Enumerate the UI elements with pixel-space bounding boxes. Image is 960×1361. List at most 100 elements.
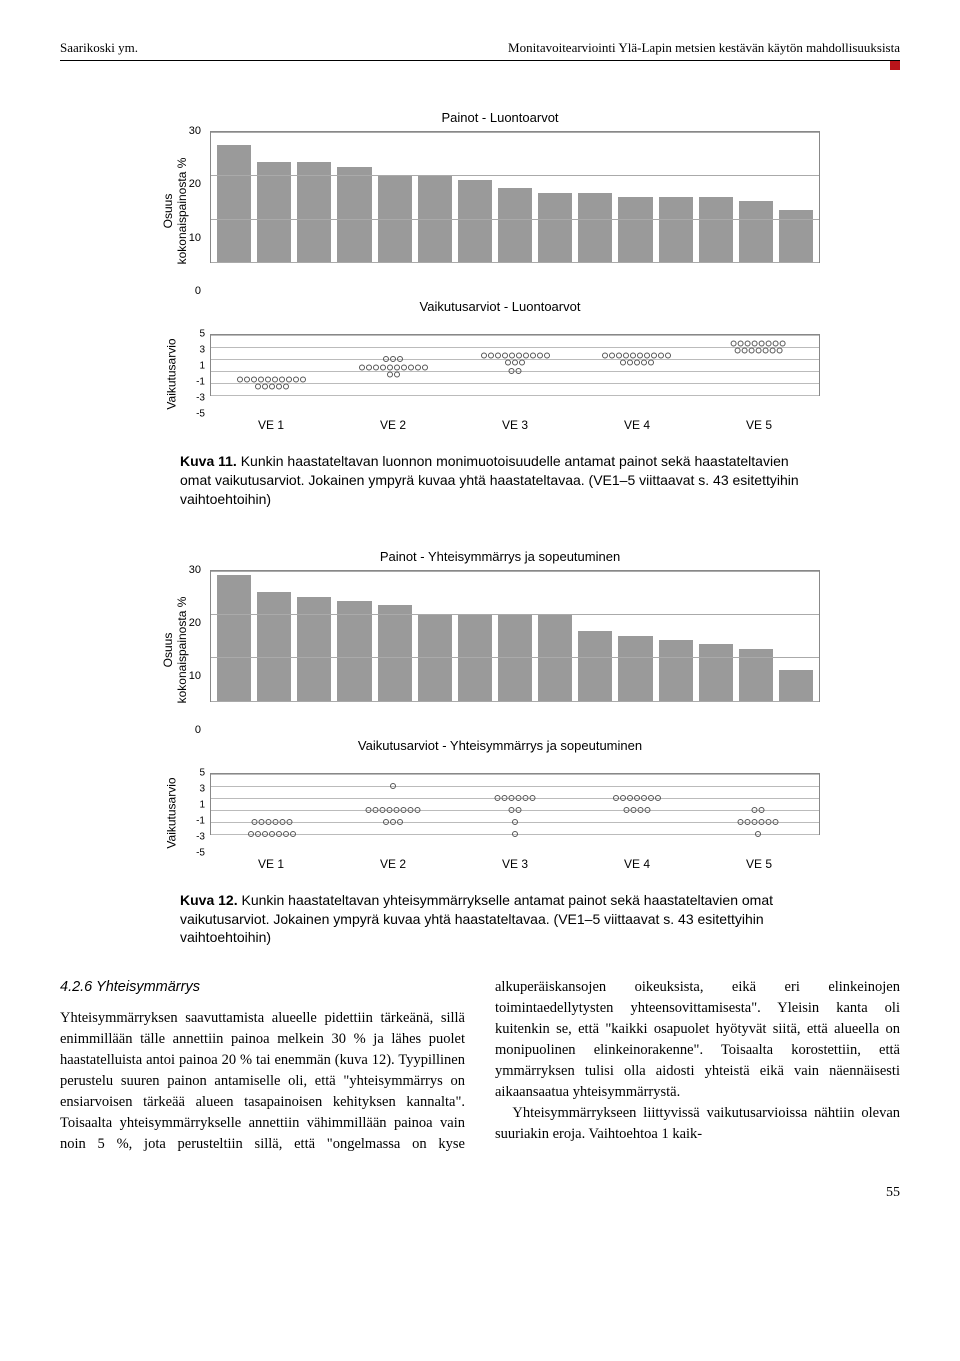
dot xyxy=(300,377,306,383)
caption-11-text: Kunkin haastateltavan luonnon monimuotoi… xyxy=(180,453,799,507)
dot xyxy=(759,341,765,347)
bar xyxy=(297,597,331,701)
dot xyxy=(613,795,619,801)
dot xyxy=(502,795,508,801)
bar xyxy=(217,145,251,262)
dot-cluster xyxy=(512,831,518,837)
dot xyxy=(759,807,765,813)
dot xyxy=(408,365,414,371)
dot xyxy=(609,353,615,359)
dot xyxy=(272,819,278,825)
dot xyxy=(537,353,543,359)
dot xyxy=(265,819,271,825)
dot xyxy=(630,353,636,359)
dots1-title: Vaikutusarviot - Luontoarvot xyxy=(180,299,820,314)
dot xyxy=(258,377,264,383)
dot-cluster xyxy=(358,365,428,378)
dot xyxy=(244,377,250,383)
dot xyxy=(773,341,779,347)
dot xyxy=(623,353,629,359)
y-tick: -3 xyxy=(196,393,205,404)
bar xyxy=(378,605,412,700)
dot xyxy=(495,353,501,359)
dot-cluster xyxy=(509,368,522,374)
dot xyxy=(648,360,654,366)
bar xyxy=(257,592,291,700)
dot xyxy=(283,384,289,390)
y-tick: 10 xyxy=(189,232,201,244)
dot xyxy=(755,348,761,354)
dot-cluster xyxy=(251,819,292,825)
dot xyxy=(394,365,400,371)
dot xyxy=(731,341,737,347)
dots1-ylabel: Vaikutusarvio xyxy=(164,338,178,409)
dot xyxy=(415,807,421,813)
x-label: VE 3 xyxy=(502,857,528,871)
dot xyxy=(512,819,518,825)
dot-cluster xyxy=(602,353,672,366)
chart2-title: Painot - Yhteisymmärrys ja sopeutuminen xyxy=(180,549,820,564)
dot-cluster xyxy=(237,377,307,390)
dot xyxy=(516,807,522,813)
caption-11: Kuva 11. Kunkin haastateltavan luonnon m… xyxy=(180,452,820,509)
y-tick: 1 xyxy=(199,361,205,372)
dot xyxy=(383,356,389,362)
bar xyxy=(297,162,331,262)
dot xyxy=(745,341,751,347)
bar xyxy=(578,631,612,700)
dot xyxy=(265,377,271,383)
dot xyxy=(509,795,515,801)
bar xyxy=(739,201,773,262)
dot xyxy=(373,807,379,813)
dot xyxy=(766,341,772,347)
figure-12: Painot - Yhteisymmärrys ja sopeutuminen … xyxy=(180,549,820,871)
y-tick: -3 xyxy=(196,831,205,842)
y-tick: 5 xyxy=(199,329,205,340)
dot xyxy=(780,341,786,347)
header-red-bar xyxy=(890,61,900,70)
x-label: VE 1 xyxy=(258,857,284,871)
dot xyxy=(637,353,643,359)
x-label: VE 4 xyxy=(624,857,650,871)
dot xyxy=(530,353,536,359)
dot xyxy=(616,353,622,359)
y-tick: 20 xyxy=(189,178,201,190)
caption-12-text: Kunkin haastateltavan yhteisymmärryksell… xyxy=(180,892,773,946)
x-label: VE 2 xyxy=(380,857,406,871)
dot xyxy=(641,360,647,366)
dot xyxy=(401,365,407,371)
dot xyxy=(481,353,487,359)
dot xyxy=(544,353,550,359)
dots1-plot xyxy=(210,334,820,396)
dot xyxy=(634,795,640,801)
chart1-bars xyxy=(210,131,820,263)
dot xyxy=(745,819,751,825)
bar xyxy=(337,601,371,701)
x-label: VE 1 xyxy=(258,418,284,432)
dot xyxy=(397,819,403,825)
dot xyxy=(373,365,379,371)
y-tick: 0 xyxy=(195,285,201,297)
dot xyxy=(495,795,501,801)
bar xyxy=(337,167,371,262)
dot xyxy=(516,353,522,359)
dot xyxy=(401,807,407,813)
dot xyxy=(651,353,657,359)
dots2-ylabel: Vaikutusarvio xyxy=(164,777,178,848)
dot xyxy=(394,807,400,813)
bar xyxy=(578,193,612,262)
dot xyxy=(738,819,744,825)
dot xyxy=(759,819,765,825)
bar xyxy=(538,193,572,262)
x-label: VE 3 xyxy=(502,418,528,432)
bar xyxy=(217,575,251,701)
dot xyxy=(272,377,278,383)
dot xyxy=(390,819,396,825)
dot xyxy=(397,356,403,362)
dot xyxy=(290,831,296,837)
dot xyxy=(262,831,268,837)
bar xyxy=(779,670,813,700)
dot xyxy=(509,807,515,813)
dot xyxy=(602,353,608,359)
dot xyxy=(251,819,257,825)
